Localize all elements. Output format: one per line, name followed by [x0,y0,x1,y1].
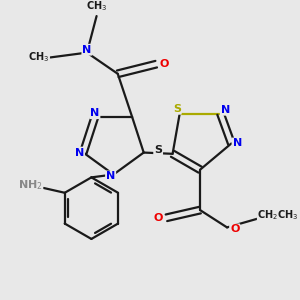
Text: O: O [153,213,163,223]
Text: S: S [173,104,181,114]
Text: N: N [90,108,100,118]
Text: N: N [232,139,242,148]
Text: O: O [230,224,239,234]
Text: N: N [75,148,84,158]
Text: N: N [82,45,92,55]
Text: O: O [159,59,169,69]
Text: NH$_2$: NH$_2$ [18,178,42,192]
Text: CH$_2$CH$_3$: CH$_2$CH$_3$ [257,208,298,222]
Text: N: N [106,171,115,182]
Text: N: N [221,105,230,115]
Text: S: S [154,145,162,155]
Text: CH$_3$: CH$_3$ [28,50,50,64]
Text: CH$_3$: CH$_3$ [86,0,107,13]
